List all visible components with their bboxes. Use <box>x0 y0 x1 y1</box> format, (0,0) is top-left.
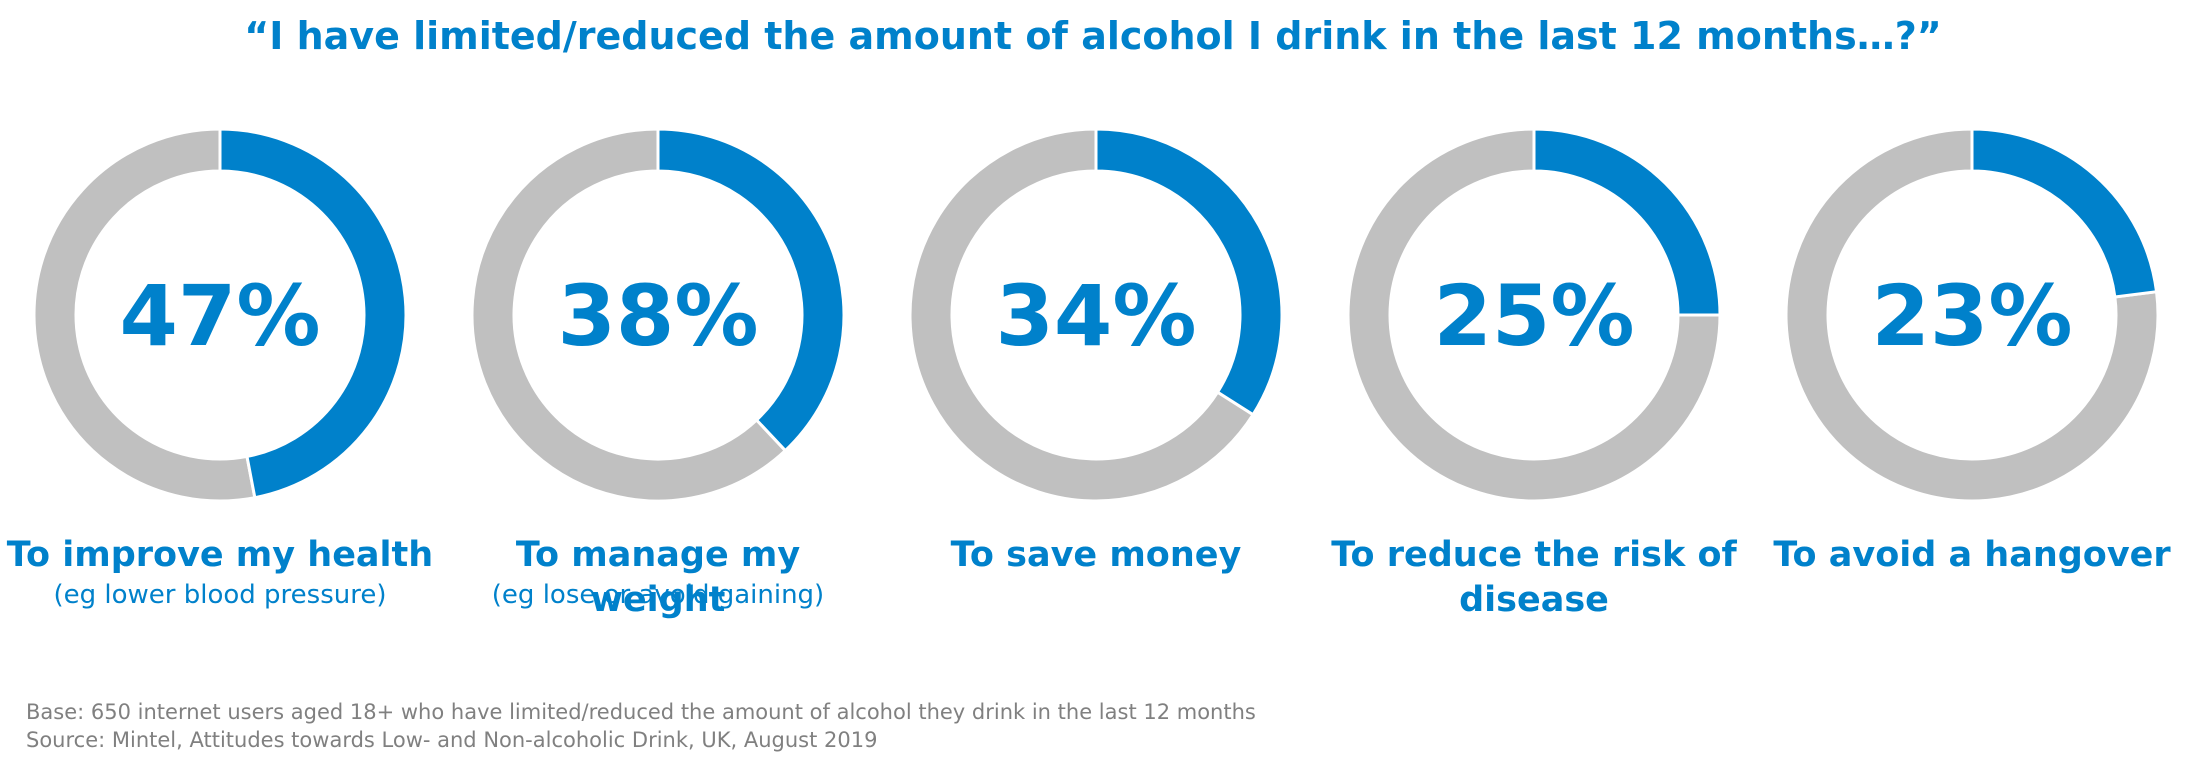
category-label: To manage my weight <box>515 535 801 620</box>
value-label: 25% <box>1433 267 1634 365</box>
donut-segment <box>218 127 408 500</box>
donut-rest <box>908 127 1256 503</box>
value-label: 34% <box>995 267 1196 365</box>
donut-segment <box>1970 127 2159 299</box>
donut-rest <box>470 127 788 503</box>
donut-segment <box>656 127 846 453</box>
donut-segment <box>1094 127 1284 417</box>
donut-segment <box>1532 127 1722 317</box>
value-label: 38% <box>557 267 758 365</box>
category-label: To avoid a hangover <box>1773 535 2171 575</box>
category-label: To save money <box>950 535 1242 575</box>
donut-rest <box>32 127 257 503</box>
category-label: To reduce the risk of disease <box>1331 535 1737 620</box>
chart-title: “I have limited/reduced the amount of al… <box>244 14 1942 58</box>
category-sublabel: (eg lose or avoid gaining) <box>491 580 825 610</box>
donut-rest <box>1346 127 1722 503</box>
value-label: 47% <box>119 267 320 365</box>
category-sublabel: (eg lower blood pressure) <box>53 580 387 610</box>
value-label: 23% <box>1871 267 2072 365</box>
category-label: To improve my health <box>6 535 434 575</box>
footnote: Base: 650 internet users aged 18+ who ha… <box>26 700 1256 724</box>
donut-rest <box>1784 127 2160 503</box>
footnote: Source: Mintel, Attitudes towards Low- a… <box>26 728 878 752</box>
